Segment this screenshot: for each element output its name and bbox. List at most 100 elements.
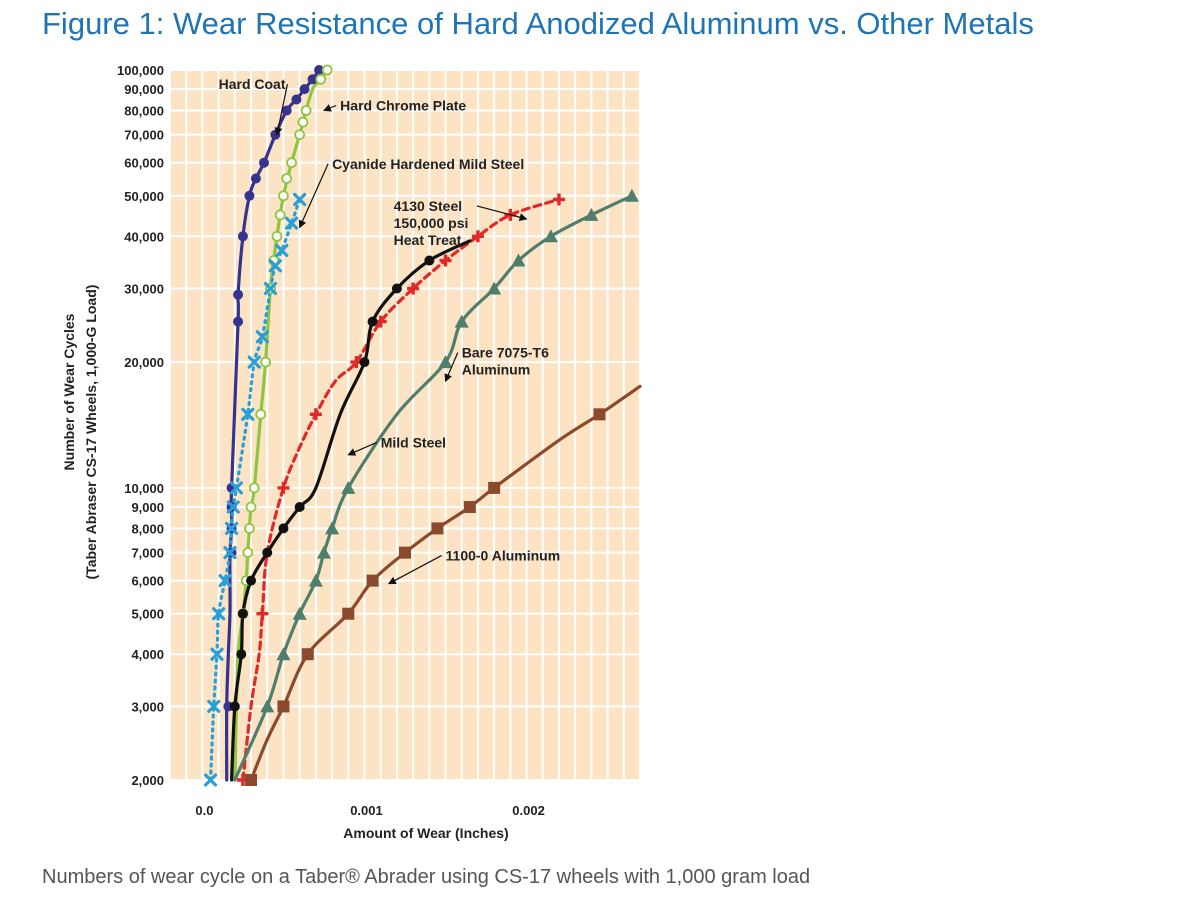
data-point bbox=[236, 649, 247, 660]
y-axis-label-line-2: (Taber Abraser CS-17 Wheels, 1,000-G Loa… bbox=[83, 285, 99, 580]
data-point bbox=[224, 521, 239, 535]
y-tick-label: 20,000 bbox=[124, 355, 164, 370]
data-point bbox=[241, 407, 255, 421]
data-point bbox=[300, 105, 312, 116]
data-point bbox=[454, 314, 469, 328]
data-point bbox=[270, 129, 281, 140]
data-point bbox=[237, 231, 248, 242]
series-line bbox=[233, 194, 634, 782]
data-point bbox=[277, 700, 290, 713]
curve-label: 1100-0 Aluminum bbox=[446, 548, 561, 564]
data-point bbox=[299, 84, 310, 95]
data-point bbox=[250, 173, 261, 184]
data-point bbox=[262, 547, 273, 558]
data-point bbox=[294, 502, 305, 513]
data-point bbox=[263, 281, 278, 296]
data-point bbox=[307, 74, 318, 85]
data-point bbox=[277, 481, 290, 494]
data-point bbox=[210, 647, 224, 661]
y-tick-label: 9,000 bbox=[131, 500, 164, 515]
curve-label: Hard Chrome Plate bbox=[340, 97, 466, 113]
y-tick-label: 4,000 bbox=[131, 647, 164, 662]
y-tick-label: 50,000 bbox=[124, 189, 164, 204]
data-point bbox=[624, 188, 639, 202]
data-point bbox=[244, 522, 255, 534]
annotation-arrow bbox=[347, 441, 377, 456]
y-tick-label: 80,000 bbox=[124, 103, 164, 118]
annotation-arrow bbox=[323, 104, 337, 112]
y-tick-label: 70,000 bbox=[124, 128, 164, 143]
figure-title: Figure 1: Wear Resistance of Hard Anodiz… bbox=[42, 6, 1034, 41]
data-point bbox=[244, 190, 255, 201]
x-axis-label: Amount of Wear (Inches) bbox=[343, 825, 508, 841]
data-point bbox=[281, 105, 292, 116]
data-point bbox=[463, 501, 476, 514]
data-point bbox=[233, 316, 244, 327]
x-tick-label: 0.002 bbox=[512, 803, 545, 818]
data-point bbox=[316, 545, 331, 559]
data-point bbox=[407, 282, 420, 295]
data-point bbox=[245, 501, 257, 513]
data-point bbox=[260, 356, 272, 368]
data-point bbox=[291, 94, 302, 105]
data-point bbox=[297, 116, 309, 128]
data-point bbox=[278, 190, 289, 202]
data-point bbox=[341, 480, 356, 494]
figure-caption: Numbers of wear cycle on a Taber® Abrade… bbox=[42, 866, 811, 888]
x-tick-label: 0.001 bbox=[350, 803, 383, 818]
data-point bbox=[424, 255, 435, 266]
data-point bbox=[275, 243, 289, 258]
data-point bbox=[439, 254, 452, 267]
data-point bbox=[271, 230, 283, 242]
grid-lines bbox=[169, 69, 641, 781]
series-line bbox=[225, 68, 321, 782]
data-point bbox=[593, 408, 606, 421]
data-point bbox=[207, 699, 221, 714]
data-point bbox=[431, 522, 444, 535]
data-point bbox=[487, 281, 502, 295]
data-point bbox=[203, 773, 218, 787]
data-point bbox=[259, 157, 269, 168]
y-tick-label: 5,000 bbox=[131, 607, 164, 622]
y-tick-label: 2,000 bbox=[131, 773, 164, 788]
data-point bbox=[315, 73, 327, 85]
data-point bbox=[268, 259, 282, 273]
data-point bbox=[391, 283, 402, 294]
data-point bbox=[438, 355, 453, 369]
data-point bbox=[218, 574, 232, 588]
data-point bbox=[233, 289, 244, 300]
data-point bbox=[301, 648, 314, 661]
data-point bbox=[274, 209, 286, 221]
y-axis-label-line-1: Number of Wear Cycles bbox=[61, 313, 77, 470]
data-point bbox=[278, 523, 289, 534]
wear-resistance-chart: Hard Coat Hard Chrome Plate Cyanide Harden… bbox=[61, 63, 642, 841]
y-tick-label: 6,000 bbox=[131, 574, 164, 589]
y-tick-label: 10,000 bbox=[124, 481, 164, 496]
data-point bbox=[471, 230, 484, 243]
annotation-arrow bbox=[274, 84, 289, 136]
data-point bbox=[293, 192, 307, 207]
data-point bbox=[281, 173, 293, 184]
data-point bbox=[286, 157, 297, 169]
data-point bbox=[342, 607, 355, 620]
x-tick-label: 0.0 bbox=[195, 803, 213, 818]
data-point bbox=[308, 573, 323, 587]
data-point bbox=[584, 207, 599, 221]
data-point bbox=[248, 482, 260, 494]
y-tick-labels: 2,000 3,000 4,000 5,000 6,000 7,000 8,000 9,000… bbox=[117, 63, 164, 788]
data-point bbox=[223, 546, 237, 560]
data-point bbox=[276, 647, 291, 661]
curve-label: Cyanide Hardened Mild Steel bbox=[332, 156, 524, 172]
curve-label: Mild Steel bbox=[381, 434, 446, 450]
data-point bbox=[511, 253, 526, 267]
annotation-arrow bbox=[444, 352, 459, 383]
y-tick-label: 90,000 bbox=[124, 82, 164, 97]
curve-label: Bare 7075-T6 Aluminum bbox=[462, 345, 549, 378]
data-point bbox=[309, 408, 322, 421]
curve-label: 4130 Steel 150,000 psi Heat Treat bbox=[394, 198, 469, 248]
data-point bbox=[325, 521, 340, 535]
data-point bbox=[256, 607, 269, 620]
data-point bbox=[237, 608, 248, 619]
data-point bbox=[366, 574, 379, 587]
curve-label: Hard Coat bbox=[219, 76, 286, 92]
